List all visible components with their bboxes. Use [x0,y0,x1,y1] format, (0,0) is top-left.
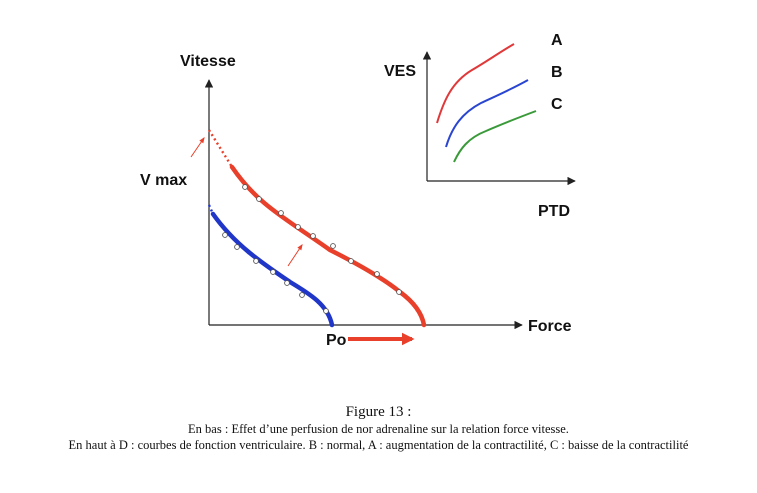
red-marker [396,289,402,295]
red-curve-extrapolation [207,129,234,168]
curve-b [445,79,529,148]
red-curve-markers [242,184,402,295]
vmax-label: V max [140,172,187,189]
caption-title: Figure 13 : [345,404,412,420]
blue-curve-markers [222,232,329,314]
blue-force-velocity-curve [210,211,335,328]
vmax-arrow [190,137,205,158]
red-marker [278,210,284,216]
red-force-velocity-curve [229,164,427,328]
main-x-axis-label: Force [528,318,572,335]
po-label: Po [326,332,347,349]
red-marker [310,233,316,239]
main-y-axis-label: Vitesse [180,53,236,70]
blue-marker [284,280,290,286]
curve-a [436,43,515,124]
red-marker [348,258,354,264]
caption-line-bottom: En bas : Effet d’une perfusion de nor ad… [188,422,569,436]
blue-curve-extrapolation [207,204,215,215]
figure-caption: Figure 13 : En bas : Effet d’une perfusi… [0,403,757,453]
curve-shift-arrow [287,244,303,267]
curve-c-label: C [551,96,563,113]
main-plot: Vitesse Force V max Po [140,53,572,349]
blue-marker [222,232,228,238]
red-marker [256,196,262,202]
curve-c [453,110,537,163]
red-marker [242,184,248,190]
blue-marker [234,244,240,250]
inset-x-axis-label: PTD [538,203,570,220]
red-marker [374,271,380,277]
curve-a-label: A [551,32,563,49]
blue-marker [323,308,329,314]
blue-marker [299,292,305,298]
inset-plot: VES PTD A B C [384,32,576,220]
blue-marker [253,258,259,264]
inset-y-axis-label: VES [384,63,416,80]
red-marker [295,224,301,230]
red-marker [330,243,336,249]
blue-marker [270,269,276,275]
caption-line-top: En haut à D : courbes de fonction ventri… [68,438,689,452]
curve-b-label: B [551,64,563,81]
